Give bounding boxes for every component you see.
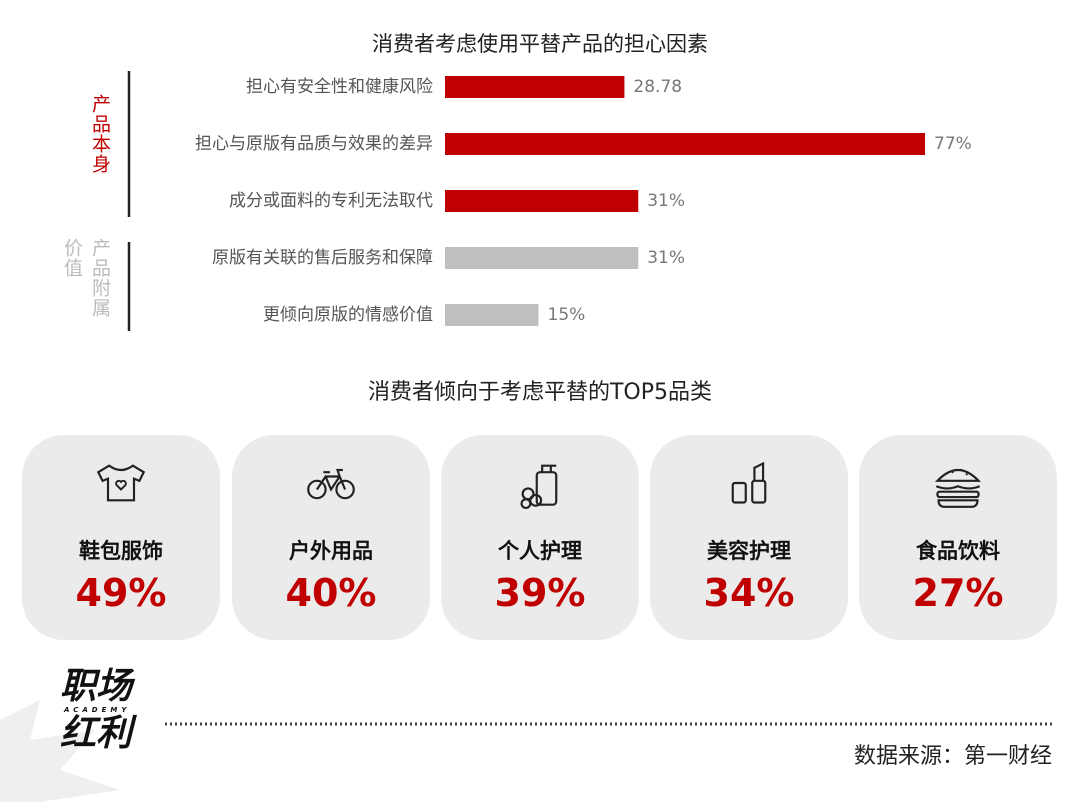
category-card: 鞋包服饰 49% <box>22 435 220 640</box>
bar <box>445 133 925 155</box>
category-label: 担心与原版有品质与效果的差异 <box>195 134 433 154</box>
category-card: 户外用品 40% <box>232 435 430 640</box>
category-share: 39% <box>494 571 586 615</box>
section-title: 消费者倾向于考虑平替的TOP5品类 <box>368 380 712 405</box>
value-label: 15% <box>548 305 586 325</box>
logo-line: 职场 <box>60 666 133 707</box>
value-label: 77% <box>934 134 972 154</box>
category-share: 49% <box>75 571 167 615</box>
value-label: 28.78 <box>633 77 682 97</box>
group-label: 产品附属价值 <box>61 238 111 318</box>
bar <box>445 247 639 269</box>
category-label: 原版有关联的售后服务和保障 <box>212 248 433 268</box>
logo-line: 红利 <box>60 713 133 754</box>
category-card: 美容护理 34% <box>650 435 848 640</box>
source: 数据来源：第一财经 <box>853 744 1052 769</box>
logo-burst <box>0 700 120 802</box>
category-label: 成分或面料的专利无法取代 <box>229 191 433 211</box>
category-share: 34% <box>703 571 795 615</box>
value-label: 31% <box>647 191 685 211</box>
category-share: 40% <box>285 571 377 615</box>
category-icon <box>934 468 982 508</box>
category-icon <box>520 464 558 509</box>
category-name: 食品饮料 <box>916 539 1000 563</box>
logo-tagline: ACADEMY <box>64 706 131 714</box>
category-card: 食品饮料 27% <box>859 435 1057 640</box>
logo: 职场 ACADEMY 红利 <box>60 668 132 754</box>
category-label: 担心有安全性和健康风险 <box>246 77 433 97</box>
category-icon <box>731 461 767 504</box>
category-name: 鞋包服饰 <box>79 539 163 563</box>
category-card: 个人护理 39% <box>441 435 639 640</box>
category-icon <box>96 464 146 502</box>
category-name: 美容护理 <box>707 539 791 563</box>
category-name: 个人护理 <box>498 539 582 563</box>
group-label: 产品本身 <box>89 94 111 174</box>
category-share: 27% <box>912 571 1004 615</box>
category-name: 户外用品 <box>289 539 373 563</box>
bar <box>445 304 539 326</box>
bar <box>445 190 639 212</box>
value-label: 31% <box>647 248 685 268</box>
category-icon <box>307 468 355 500</box>
category-label: 更倾向原版的情感价值 <box>263 305 433 325</box>
chart-title: 消费者考虑使用平替产品的担心因素 <box>372 32 708 56</box>
bar <box>445 76 625 98</box>
